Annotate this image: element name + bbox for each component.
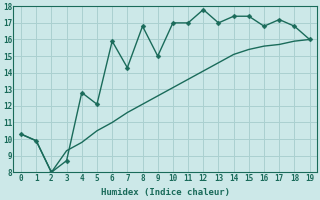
X-axis label: Humidex (Indice chaleur): Humidex (Indice chaleur) — [101, 188, 230, 197]
